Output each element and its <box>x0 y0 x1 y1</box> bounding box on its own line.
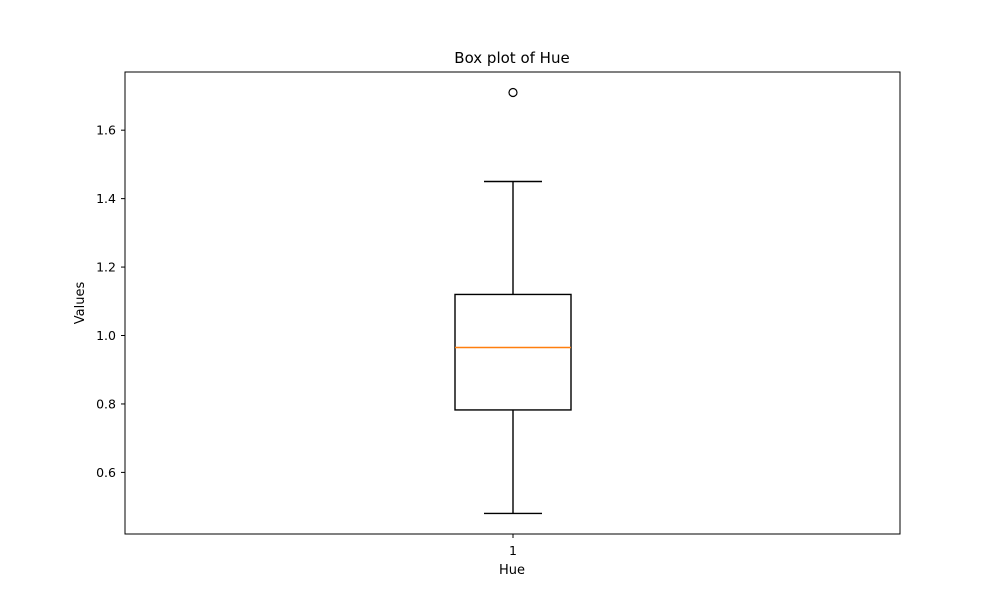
y-axis-label: Values <box>73 282 88 325</box>
y-tick-label: 0.8 <box>96 396 116 411</box>
x-tick-label: 1 <box>509 543 517 558</box>
y-tick-label: 1.0 <box>96 328 116 343</box>
chart-title: Box plot of Hue <box>454 49 569 67</box>
x-axis: 1 <box>509 534 517 558</box>
box-series <box>454 87 572 515</box>
y-tick-label: 1.4 <box>96 191 116 206</box>
outlier-point <box>508 87 518 98</box>
y-tick-label: 1.2 <box>96 260 116 275</box>
y-tick-label: 1.6 <box>96 123 116 138</box>
y-axis: 0.6 0.8 1.0 1.2 1.4 1.6 <box>96 123 125 480</box>
y-tick-label: 0.6 <box>96 465 116 480</box>
box-iqr <box>454 293 572 411</box>
x-axis-label: Hue <box>499 563 525 578</box>
